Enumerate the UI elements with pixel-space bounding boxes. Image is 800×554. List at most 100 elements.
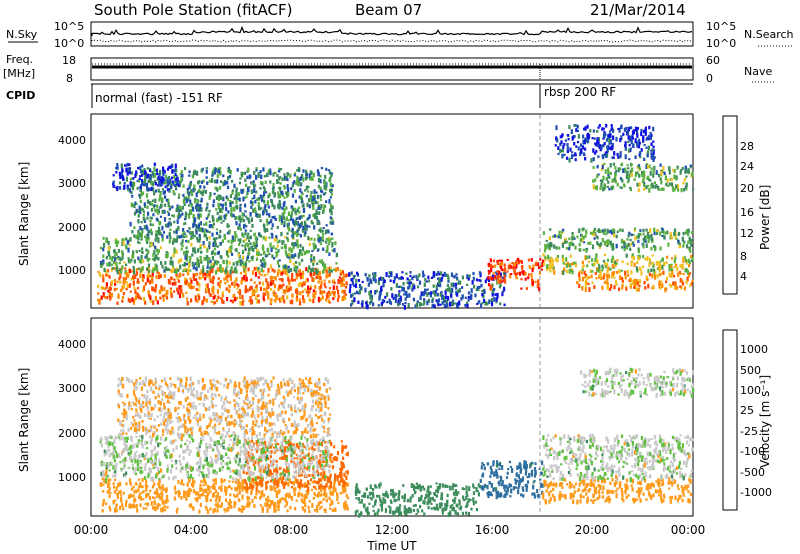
velocity-scatter-cell-1 — [246, 458, 249, 462]
power-scatter-cell-0 — [278, 278, 281, 281]
velocity-scatter-cell-0 — [331, 491, 335, 496]
power-scatter-cell-2 — [183, 218, 187, 221]
velocity-scatter-cell-1 — [278, 467, 281, 470]
power-scatter-cell-0 — [108, 275, 111, 279]
velocity-scatter-cell-0 — [317, 493, 320, 498]
power-cbar-label: Power [dB] — [758, 185, 772, 250]
power-scatter-cell-0 — [261, 281, 265, 286]
power-scatter-cell-4 — [441, 273, 444, 277]
velocity-scatter-cell-0 — [178, 492, 181, 495]
power-scatter-cell-2 — [300, 197, 303, 201]
power-scatter-cell-3 — [162, 176, 165, 182]
velocity-scatter-cell-0 — [228, 499, 231, 502]
power-scatter-cell-10 — [631, 136, 634, 140]
power-scatter-cell-2 — [227, 166, 230, 170]
power-scatter-cell-0 — [99, 273, 102, 278]
velocity-scatter-cell-0 — [153, 496, 156, 500]
power-scatter-cell-4 — [491, 283, 494, 288]
power-scatter-cell-3 — [132, 177, 135, 180]
power-scatter-cell-4 — [490, 299, 493, 302]
power-scatter-cell-3 — [156, 172, 159, 176]
power-scatter-cell-1 — [286, 238, 290, 242]
power-scatter-cell-8 — [660, 280, 663, 284]
power-scatter-cell-0 — [339, 271, 342, 276]
power-scatter-cell-10 — [579, 143, 583, 148]
velocity-scatter-cell-0 — [180, 482, 183, 485]
power-scatter-cell-4 — [404, 301, 407, 305]
power-scatter-cell-7 — [650, 246, 653, 251]
power-scatter-cell-1 — [322, 239, 325, 242]
power-scatter-cell-2 — [229, 170, 232, 175]
power-scatter-cell-2 — [313, 214, 317, 220]
power-scatter-cell-1 — [171, 265, 174, 268]
power-scatter-cell-2 — [190, 191, 193, 196]
power-scatter-cell-9 — [623, 184, 626, 188]
power-scatter-cell-8 — [690, 282, 693, 286]
power-scatter-cell-3 — [137, 166, 140, 170]
velocity-scatter-cell-0 — [324, 508, 327, 514]
velocity-scatter-cell-2 — [315, 460, 318, 465]
power-scatter-cell-1 — [115, 242, 118, 248]
power-scatter-cell-3 — [120, 172, 123, 177]
power-scatter-cell-1 — [287, 256, 290, 259]
power-scatter-cell-0 — [270, 282, 273, 286]
velocity-scatter-cell-0 — [127, 494, 130, 500]
velocity-scatter-cell-2 — [115, 450, 118, 454]
power-scatter-cell-4 — [450, 282, 453, 287]
power-scatter-cell-4 — [499, 282, 502, 287]
power-scatter-cell-4 — [397, 277, 400, 280]
power-scatter-cell-2 — [267, 170, 270, 175]
velocity-scatter-cell-2 — [100, 471, 103, 477]
velocity-scatter-cell-0 — [325, 499, 328, 502]
velocity-scatter-cell-0 — [290, 495, 293, 501]
power-scatter-cell-0 — [215, 298, 218, 303]
power-scatter-cell-2 — [159, 192, 162, 197]
velocity-scatter-cell-0 — [320, 501, 323, 504]
velocity-scatter-cell-2 — [236, 451, 239, 456]
power-scatter-cell-0 — [245, 276, 248, 282]
power-scatter-cell-9 — [673, 174, 676, 179]
power-scatter-cell-0 — [249, 296, 252, 301]
power-scatter-cell-9 — [601, 179, 604, 183]
velocity-scatter-cell-0 — [137, 495, 141, 499]
power-scatter-cell-7 — [669, 234, 672, 239]
power-scatter-cell-0 — [151, 275, 154, 280]
power-scatter-cell-9 — [633, 178, 636, 181]
velocity-scatter-cell-2 — [251, 457, 254, 460]
power-scatter-cell-2 — [320, 230, 323, 233]
power-scatter-cell-4 — [455, 276, 458, 279]
power-scatter-cell-8 — [632, 280, 635, 286]
power-scatter-cell-10 — [602, 127, 605, 130]
velocity-scatter-cell-0 — [308, 509, 311, 514]
velocity-scatter-cell-1 — [346, 470, 349, 475]
power-scatter-cell-5 — [507, 265, 510, 270]
power-scatter-cell-4 — [467, 298, 470, 302]
power-scatter-cell-2 — [222, 203, 225, 207]
power-scatter-cell-2 — [166, 235, 169, 239]
power-scatter-cell-0 — [182, 273, 185, 276]
power-scatter-cell-4 — [423, 274, 426, 277]
power-scatter-cell-2 — [252, 208, 255, 212]
velocity-scatter-cell-0 — [182, 483, 185, 486]
power-scatter-cell-7 — [628, 231, 631, 235]
power-scatter-cell-2 — [188, 231, 191, 235]
power-scatter-cell-0 — [305, 290, 309, 294]
power-scatter-cell-3 — [173, 169, 176, 173]
power-scatter-cell-5 — [497, 279, 500, 284]
power-scatter-cell-1 — [159, 246, 162, 250]
power-scatter-cell-10 — [579, 151, 582, 157]
power-scatter-cell-4 — [353, 284, 356, 287]
power-scatter-cell-1 — [106, 262, 109, 267]
power-scatter-cell-0 — [299, 291, 302, 296]
velocity-scatter-cell-0 — [117, 482, 120, 488]
power-scatter-cell-9 — [638, 167, 642, 171]
power-scatter-cell-1 — [148, 257, 151, 261]
power-scatter-cell-2 — [321, 229, 324, 233]
power-scatter-cell-4 — [358, 289, 361, 295]
power-scatter-cell-2 — [277, 194, 280, 199]
power-scatter-cell-4 — [467, 277, 470, 281]
power-scatter-cell-1 — [169, 260, 172, 266]
power-scatter-cell-1 — [210, 263, 213, 268]
power-scatter-cell-2 — [243, 196, 246, 200]
velocity-scatter-cell-0 — [200, 487, 203, 492]
